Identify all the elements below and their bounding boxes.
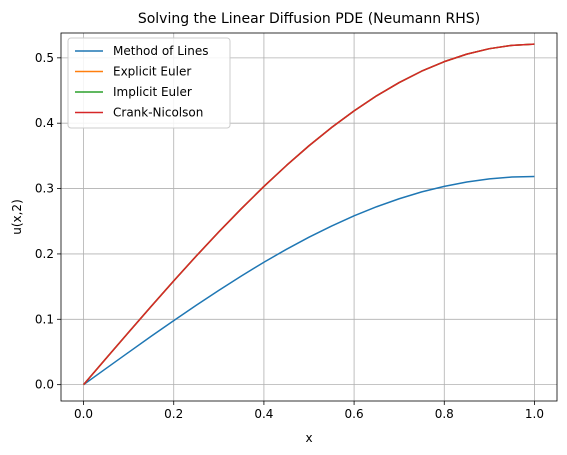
legend-label-method-of-lines: Method of Lines bbox=[113, 44, 208, 58]
series-line-method-of-lines bbox=[83, 175, 535, 386]
x-tick-label: 0.0 bbox=[74, 407, 93, 421]
x-tick-label: 0.6 bbox=[345, 407, 364, 421]
series-line-crank-nicolson bbox=[82, 43, 535, 386]
y-tick-label: 0.5 bbox=[35, 51, 54, 65]
x-tick-label: 0.2 bbox=[164, 407, 183, 421]
legend: Method of Lines Explicit Euler Implicit Eu… bbox=[67, 37, 231, 129]
y-tick-label: 0.1 bbox=[35, 312, 54, 326]
plot-frame bbox=[60, 32, 558, 402]
series-layer bbox=[82, 43, 535, 386]
y-tick-label: 0.4 bbox=[35, 116, 54, 130]
y-tick-label: 0.3 bbox=[35, 182, 54, 196]
legend-box bbox=[67, 37, 231, 129]
x-tick-label: 1.0 bbox=[525, 407, 544, 421]
legend-label-explicit-euler: Explicit Euler bbox=[113, 65, 191, 79]
y-axis-label: u(x,2) bbox=[10, 199, 24, 235]
chart-title: Solving the Linear Diffusion PDE (Neuman… bbox=[138, 11, 480, 27]
legend-label-implicit-euler: Implicit Euler bbox=[113, 85, 192, 99]
x-tick-label: 0.8 bbox=[435, 407, 454, 421]
x-tick-label: 0.4 bbox=[254, 407, 273, 421]
x-axis-label: x bbox=[305, 431, 312, 445]
tick-layer: 0.0 0.2 0.4 0.6 0.8 1.0 0.0 0.1 0.2 0.3 0.4 0.5 bbox=[35, 51, 544, 421]
y-tick-label: 0.0 bbox=[35, 378, 54, 392]
legend-label-crank-nicolson: Crank-Nicolson bbox=[113, 106, 203, 120]
y-tick-label: 0.2 bbox=[35, 247, 54, 261]
